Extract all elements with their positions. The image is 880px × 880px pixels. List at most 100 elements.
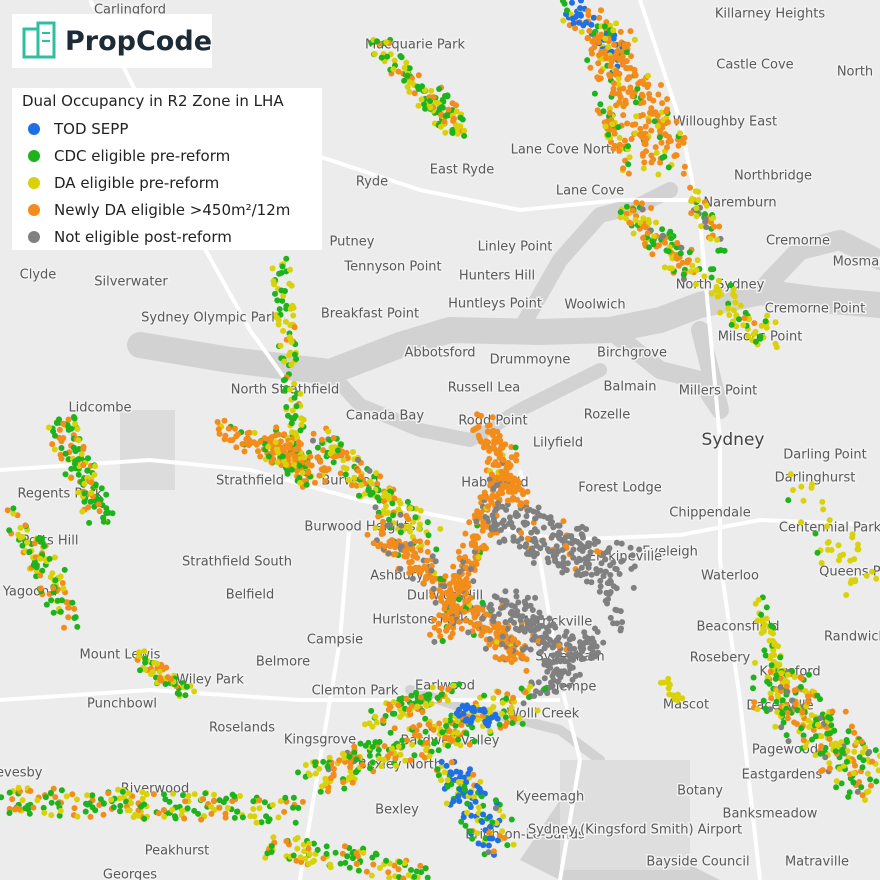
parcel-dot (664, 144, 670, 151)
parcel-dot (784, 671, 791, 678)
parcel-dot (454, 130, 461, 137)
parcel-dot (501, 536, 507, 543)
parcel-dot (474, 604, 481, 611)
parcel-dot (261, 799, 268, 806)
parcel-dot (611, 41, 618, 48)
parcel-dot (49, 570, 56, 577)
parcel-dot (625, 170, 632, 177)
parcel-dot (491, 521, 498, 528)
parcel-dot (490, 704, 497, 710)
parcel-dot (0, 794, 5, 801)
parcel-dot (524, 594, 531, 601)
parcel-dot (564, 560, 571, 567)
parcel-dot (674, 697, 681, 704)
parcel-dot (593, 570, 600, 577)
parcel-dot (508, 709, 515, 716)
parcel-dot (768, 695, 775, 702)
parcel-dot (84, 467, 91, 474)
parcel-dot (665, 119, 671, 126)
parcel-dot (817, 696, 823, 703)
parcel-dot (464, 809, 471, 816)
parcel-dot (392, 551, 399, 557)
parcel-dot (486, 813, 493, 820)
parcel-dot (850, 779, 857, 786)
parcel-dot (679, 138, 686, 145)
parcel-dot (428, 700, 435, 707)
parcel-dot (516, 715, 523, 722)
place-label: Willoughby East (673, 115, 777, 130)
parcel-dot (467, 766, 473, 773)
parcel-dot (76, 446, 82, 452)
parcel-dot (526, 694, 532, 701)
parcel-dot (620, 112, 627, 119)
parcel-dot (180, 792, 186, 799)
parcel-dot (72, 614, 79, 621)
place-label: Cremorne Point (765, 302, 866, 317)
parcel-dot (110, 804, 117, 811)
parcel-dot (75, 489, 82, 496)
place-label: Hunters Hill (459, 269, 535, 284)
parcel-dot (306, 851, 313, 858)
parcel-dot (92, 463, 99, 470)
parcel-dot (387, 729, 394, 736)
legend-label: DA eligible pre-reform (54, 173, 220, 192)
parcel-dot (291, 324, 298, 331)
parcel-dot (137, 667, 143, 674)
parcel-dot (136, 653, 143, 660)
parcel-dot (391, 862, 398, 869)
parcel-dot (550, 621, 557, 628)
place-label: Abbotsford (404, 346, 475, 361)
parcel-dot (351, 474, 358, 481)
parcel-dot (46, 555, 53, 562)
parcel-dot (767, 706, 774, 713)
parcel-dot (211, 791, 217, 798)
legend-swatch (28, 230, 40, 243)
parcel-dot (602, 35, 609, 42)
parcel-dot (161, 813, 168, 820)
parcel-dot (52, 577, 59, 584)
place-label: Mascot (663, 698, 709, 713)
parcel-dot (837, 552, 844, 559)
parcel-dot (773, 698, 780, 705)
parcel-dot (100, 800, 107, 807)
parcel-dot (43, 601, 50, 608)
parcel-dot (336, 757, 343, 764)
parcel-dot (353, 860, 360, 867)
parcel-dot (559, 682, 566, 689)
parcel-dot (546, 548, 553, 555)
parcel-dot (658, 139, 665, 146)
parcel-dot (384, 510, 391, 516)
parcel-dot (369, 723, 376, 730)
parcel-dot (648, 152, 655, 159)
legend-swatch (28, 203, 40, 216)
parcel-dot (480, 811, 487, 818)
parcel-dot (376, 497, 383, 504)
parcel-dot (312, 479, 318, 486)
parcel-dot (518, 685, 525, 692)
parcel-dot (418, 752, 425, 758)
parcel-dot (401, 64, 408, 71)
parcel-dot (537, 512, 544, 519)
parcel-dot (826, 517, 833, 524)
parcel-dot (552, 556, 559, 563)
place-label: Earlwood (415, 679, 475, 694)
parcel-dot (299, 469, 306, 476)
parcel-dot (869, 758, 876, 765)
parcel-dot (611, 142, 618, 149)
parcel-dot (288, 339, 295, 346)
parcel-dot (643, 135, 650, 142)
parcel-dot (527, 602, 534, 609)
legend-title: Dual Occupancy in R2 Zone in LHA (22, 92, 284, 110)
parcel-dot (320, 467, 327, 474)
parcel-dot (486, 830, 492, 836)
parcel-dot (407, 528, 413, 535)
parcel-dot (644, 230, 651, 237)
parcel-dot (416, 732, 423, 739)
parcel-dot (124, 807, 131, 814)
place-label: Killarney Heights (715, 7, 825, 22)
parcel-dot (538, 614, 544, 621)
parcel-dot (602, 556, 609, 563)
parcel-dot (79, 508, 86, 515)
parcel-dot (522, 519, 529, 526)
parcel-dot (508, 608, 515, 615)
